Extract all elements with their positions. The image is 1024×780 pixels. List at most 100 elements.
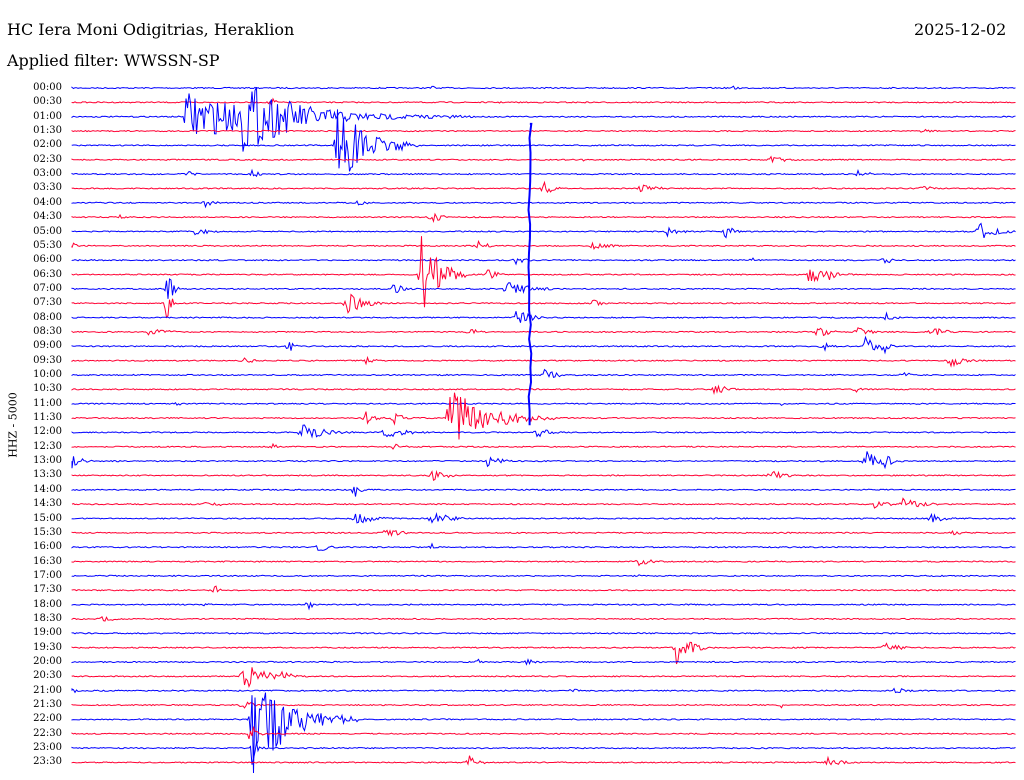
trace-line [71, 601, 1016, 611]
trace-line [71, 692, 1016, 774]
time-label: 14:30 [33, 498, 62, 510]
trace-line [71, 632, 1016, 635]
station-title: HC Iera Moni Odigitrias, Heraklion [7, 20, 295, 39]
trace-line [71, 755, 1016, 766]
time-label: 19:30 [33, 641, 62, 653]
trace-line [71, 257, 1016, 266]
time-label: 02:30 [33, 153, 62, 165]
time-label: 06:00 [33, 254, 62, 266]
time-label: 00:00 [33, 82, 62, 93]
trace-line [71, 424, 1016, 439]
time-label: 00:30 [33, 96, 62, 108]
time-label: 11:30 [33, 412, 62, 424]
time-label: 20:30 [33, 670, 62, 682]
time-label: 18:30 [33, 612, 62, 624]
trace-line [71, 701, 1016, 709]
trace-line [71, 85, 1016, 90]
trace-line [71, 451, 1016, 470]
trace-line [71, 392, 1016, 440]
trace-line [71, 128, 1016, 133]
time-label: 03:00 [33, 168, 62, 180]
time-label: 10:00 [33, 369, 62, 380]
trace-line [71, 293, 1016, 319]
time-label: 09:00 [33, 340, 62, 352]
time-label: 16:00 [33, 541, 62, 553]
time-label: 08:30 [33, 325, 62, 337]
time-label: 23:30 [33, 756, 62, 768]
time-label: 13:00 [33, 455, 62, 467]
trace-line [71, 109, 1016, 172]
trace-line [71, 542, 1016, 551]
time-label: 01:00 [33, 110, 62, 122]
time-label: 19:00 [33, 627, 62, 639]
trace-line [71, 311, 1016, 323]
trace-line [71, 180, 1016, 194]
time-label: 06:30 [33, 268, 62, 280]
time-label: 12:00 [33, 426, 62, 438]
trace-line [71, 212, 1016, 224]
date-label: 2025-12-02 [914, 20, 1007, 39]
trace-line [71, 155, 1016, 164]
trace-line [71, 236, 1016, 308]
time-label: 10:30 [33, 383, 62, 395]
filter-label: Applied filter: WWSSN-SP [7, 51, 220, 70]
time-label: 17:30 [33, 584, 62, 596]
trace-line [71, 168, 1016, 178]
time-label: 15:30 [33, 526, 62, 538]
trace-line [71, 239, 1016, 250]
time-label: 05:00 [33, 225, 62, 237]
trace-line [71, 497, 1016, 509]
trace-line [71, 559, 1016, 567]
trace-line [71, 86, 1016, 152]
time-label: 20:00 [33, 656, 62, 667]
time-label: 16:30 [33, 555, 62, 567]
trace-line [71, 529, 1016, 538]
trace-line [71, 469, 1016, 481]
trace-line [71, 401, 1016, 407]
time-label: 04:30 [33, 211, 62, 223]
time-label: 11:00 [33, 397, 62, 409]
time-label: 05:30 [33, 239, 62, 251]
time-label: 01:30 [33, 125, 62, 137]
time-label: 14:00 [33, 483, 62, 495]
trace-line [71, 442, 1016, 450]
time-label: 02:00 [33, 139, 62, 151]
time-label: 12:30 [33, 440, 62, 452]
time-label: 18:00 [33, 598, 62, 610]
trace-line [71, 512, 1016, 524]
trace-line [71, 384, 1016, 395]
time-label: 08:00 [33, 311, 62, 323]
trace-line [71, 641, 1016, 665]
trace-line [71, 222, 1016, 239]
time-label: 22:30 [33, 727, 62, 739]
time-label: 15:00 [33, 512, 62, 524]
spike-trace [527, 122, 533, 426]
trace-line [71, 667, 1016, 689]
trace-line [71, 278, 1016, 299]
time-label: 23:00 [33, 742, 62, 754]
trace-line [71, 486, 1016, 497]
trace-line [71, 97, 1016, 107]
trace-line [71, 368, 1016, 378]
time-label: 07:00 [33, 282, 62, 294]
time-label: 09:30 [33, 354, 62, 366]
trace-line [71, 687, 1016, 694]
time-label: 22:00 [33, 713, 62, 725]
trace-line [71, 327, 1016, 337]
trace-line [71, 658, 1016, 666]
time-label: 13:30 [33, 469, 62, 481]
trace-line [71, 200, 1016, 209]
time-label: 04:00 [33, 196, 62, 208]
trace-line [71, 574, 1016, 578]
trace-line [71, 742, 1016, 765]
time-label: 03:30 [33, 182, 62, 194]
trace-line [71, 616, 1016, 622]
trace-line [71, 335, 1016, 355]
trace-line [71, 585, 1016, 593]
trace-line [71, 725, 1016, 740]
time-label: 21:30 [33, 699, 62, 711]
time-label: 07:30 [33, 297, 62, 309]
time-label: 17:00 [33, 569, 62, 581]
trace-line [71, 355, 1016, 368]
